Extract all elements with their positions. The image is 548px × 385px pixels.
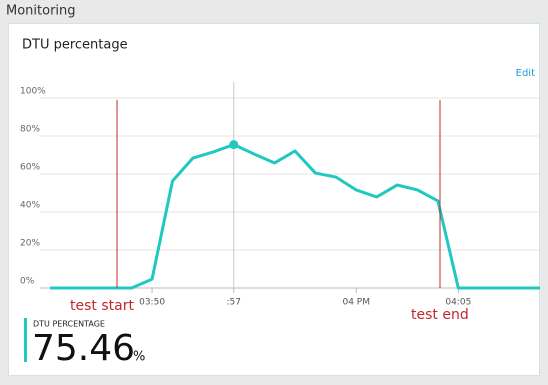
- y-tick-label: 0%: [20, 277, 35, 287]
- y-tick-label: 20%: [20, 239, 40, 249]
- panel: [8, 23, 540, 376]
- y-tick-label: 40%: [20, 201, 40, 211]
- summary-unit: %: [133, 350, 145, 365]
- chart-title: DTU percentage: [22, 38, 128, 53]
- summary-value: 75.46: [32, 328, 135, 369]
- summary-bar: [24, 318, 27, 362]
- y-tick-label: 60%: [20, 163, 40, 173]
- x-tick-label: 04:05: [445, 298, 471, 308]
- y-tick-label: 80%: [20, 125, 40, 135]
- edit-link[interactable]: Edit: [516, 68, 535, 79]
- data-line: [50, 143, 540, 290]
- annotation-label: test end: [411, 307, 469, 323]
- summary-label: DTU PERCENTAGE: [33, 320, 105, 329]
- annotation-label: test start: [70, 298, 134, 314]
- section-title: Monitoring: [6, 4, 76, 19]
- y-tick-label: 100%: [20, 87, 46, 97]
- hover-point: [229, 140, 239, 150]
- x-tick-label: :57: [227, 298, 241, 308]
- x-tick-label: 04 PM: [342, 298, 370, 308]
- x-tick-label: 03:50: [139, 298, 165, 308]
